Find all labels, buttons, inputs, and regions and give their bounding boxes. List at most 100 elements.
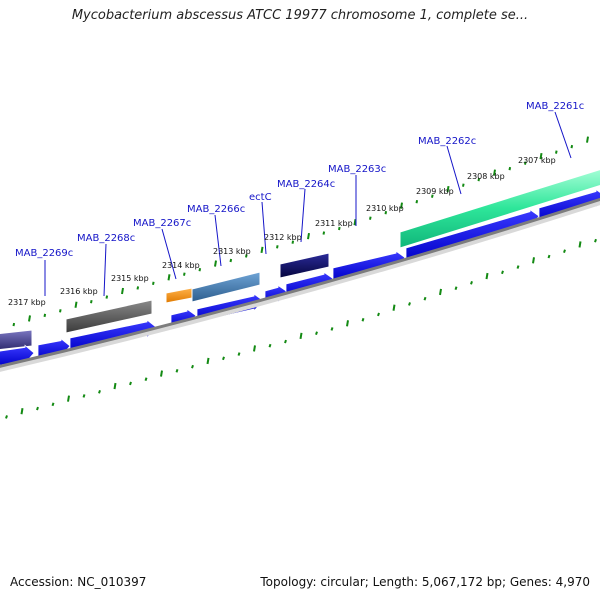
inner-tick (175, 369, 179, 373)
outer-tick (369, 216, 372, 220)
tick-label-2312: 2312 kbp (264, 233, 302, 242)
outer-tick (508, 166, 512, 171)
backbone (0, 197, 600, 372)
outer-tick (152, 281, 155, 286)
outer-tick (384, 210, 388, 215)
inner-tick (82, 394, 86, 398)
inner-tick (594, 238, 597, 243)
tick-labels: 2317 kbp 2316 kbp 2315 kbp 2314 kbp 2313… (8, 156, 556, 307)
inner-tick (129, 381, 132, 386)
inner-tick (191, 364, 194, 369)
outer-tick (229, 258, 233, 263)
inner-tick (454, 286, 458, 290)
outer-tick (446, 185, 450, 193)
inner-tick (346, 320, 349, 327)
map-title: Mycobacterium abscessus ATCC 19977 chrom… (71, 8, 529, 23)
inner-tick (299, 332, 303, 340)
inner-tick (330, 327, 334, 331)
outer-tick (245, 254, 248, 258)
tick-label-2310: 2310 kbp (366, 204, 404, 213)
gene-labels: MAB_2269c MAB_2268c MAB_2267c MAB_2266c … (15, 101, 584, 297)
tick-label-2317: 2317 kbp (8, 298, 46, 307)
outer-tick (90, 299, 93, 304)
leader-line-mab-2266c (214, 214, 222, 267)
gene-label-mab-2266c: MAB_2266c (187, 204, 245, 215)
leader-line-mab-2268c (103, 243, 107, 297)
outer-tick (167, 274, 171, 281)
outer-tick (586, 136, 589, 143)
outer-tick (431, 194, 434, 198)
inner-tick (160, 370, 163, 377)
inner-tick (547, 254, 551, 259)
outer-tick (524, 161, 527, 165)
tick-label-2316: 2316 kbp (60, 287, 98, 296)
gene-label-mab-2264c: MAB_2264c (277, 179, 335, 190)
tick-label-2309: 2309 kbp (416, 187, 454, 196)
inner-tick (284, 339, 287, 344)
inner-tick (532, 257, 535, 264)
inner-tick (253, 345, 256, 352)
leader-line-mab-2264c (300, 188, 306, 243)
outer-tick (291, 240, 295, 244)
outer-tick (570, 144, 574, 149)
gene-feature-mab-2267c (165, 287, 193, 304)
gene-feature-mab-2262c (399, 169, 600, 249)
outer-tick (539, 152, 543, 160)
gene-label-ectc: ectC (249, 192, 272, 203)
outer-tick (12, 322, 16, 327)
leader-line-mab-2261c (554, 111, 572, 159)
inner-tick (377, 312, 380, 317)
tick-label-2307: 2307 kbp (518, 156, 556, 165)
gene-label-mab-2262c: MAB_2262c (418, 136, 476, 147)
outer-tick (555, 150, 558, 154)
outer-tick (214, 260, 217, 267)
inner-tick (423, 296, 427, 301)
inner-tick (222, 356, 225, 361)
gene-feature-mab-2268c (65, 299, 153, 334)
outer-tick (353, 218, 357, 226)
inner-tick (439, 288, 442, 296)
inner-tick (51, 402, 55, 407)
outer-tick (74, 301, 78, 308)
outer-tick (28, 315, 31, 322)
outer-tick-row (12, 136, 589, 327)
inner-tick (98, 389, 101, 394)
outer-tick (43, 313, 47, 318)
inner-tick (408, 302, 411, 306)
tick-label-2314: 2314 kbp (162, 261, 200, 270)
outer-tick (183, 272, 186, 276)
outer-tick (338, 226, 341, 231)
inner-tick (470, 281, 473, 285)
gene-label-mab-2263c: MAB_2263c (328, 164, 386, 175)
gene-label-mab-2267c: MAB_2267c (133, 218, 191, 229)
tick-label-2308: 2308 kbp (467, 172, 505, 181)
outer-tick (121, 287, 124, 295)
gene-feature-mab-2266c (191, 271, 261, 303)
inner-tick (578, 241, 582, 248)
inner-tick (268, 343, 272, 348)
outer-tick (59, 309, 62, 313)
gene-feature-mab-2264c (279, 252, 330, 279)
leader-line-ectc (261, 201, 267, 255)
cds-arrows[interactable] (0, 188, 600, 366)
outer-tick (276, 245, 279, 249)
inner-tick (485, 272, 489, 280)
inner-tick (361, 317, 365, 322)
outer-tick (462, 183, 465, 187)
inner-tick (36, 406, 39, 411)
accession-text: Accession: NC_010397 (10, 575, 147, 589)
inner-tick (563, 249, 566, 254)
inner-tick (392, 304, 396, 311)
outer-tick (322, 231, 326, 235)
inner-tick (501, 270, 504, 275)
tick-label-2313: 2313 kbp (213, 247, 251, 256)
leader-line-mab-2262c (446, 145, 462, 195)
inner-tick (20, 408, 24, 415)
outer-tick (415, 199, 419, 204)
outer-tick (307, 232, 310, 240)
gene-features[interactable] (0, 168, 600, 350)
inner-tick (113, 382, 117, 390)
leader-line-mab-2267c (161, 228, 177, 280)
gene-label-mab-2261c: MAB_2261c (526, 101, 584, 112)
